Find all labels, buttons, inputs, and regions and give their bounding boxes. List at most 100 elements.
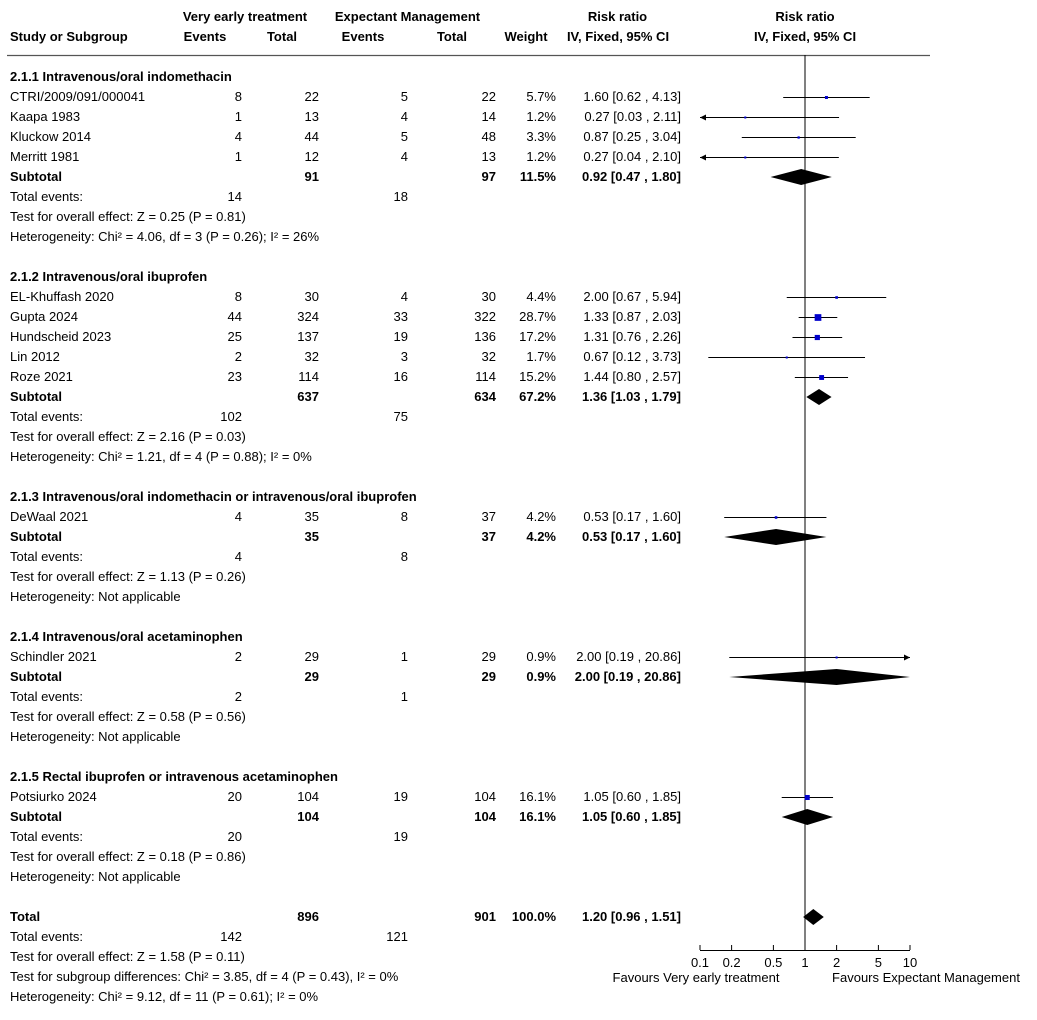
subtotal-label: Subtotal bbox=[10, 529, 62, 544]
study-effect-marker bbox=[744, 156, 747, 159]
study-events-ctrl: 5 bbox=[400, 89, 408, 104]
study-total-exp: 35 bbox=[304, 509, 319, 524]
study-effect-marker bbox=[819, 375, 825, 380]
x-axis-tick-label: 5 bbox=[875, 955, 882, 970]
pooled-diamond bbox=[724, 529, 827, 545]
study-risk-ratio: 0.27 [0.03 , 2.11] bbox=[584, 109, 681, 124]
subtotal-total-ctrl: 634 bbox=[474, 389, 496, 404]
total-events-exp: 102 bbox=[220, 409, 242, 424]
study-risk-ratio: 1.60 [0.62 , 4.13] bbox=[583, 89, 681, 104]
study-events-exp: 23 bbox=[227, 369, 242, 384]
subtotal-total-exp: 104 bbox=[297, 809, 319, 824]
study-weight: 0.9% bbox=[526, 649, 556, 664]
study-risk-ratio: 0.87 [0.25 , 3.04] bbox=[583, 129, 681, 144]
study-effect-marker bbox=[814, 314, 822, 321]
study-events-exp: 2 bbox=[234, 649, 242, 664]
study-total-ctrl: 22 bbox=[481, 89, 496, 104]
x-axis-tick-label: 10 bbox=[903, 955, 917, 970]
study-name: Potsiurko 2024 bbox=[10, 789, 97, 804]
subtotal-risk-ratio: 1.05 [0.60 , 1.85] bbox=[581, 809, 681, 824]
heterogeneity-text: Heterogeneity: Not applicable bbox=[10, 589, 181, 604]
study-total-exp: 12 bbox=[304, 149, 319, 164]
subtotal-risk-ratio: 0.92 [0.47 , 1.80] bbox=[581, 169, 681, 184]
total-events-label: Total events: bbox=[10, 829, 83, 844]
study-weight: 1.2% bbox=[526, 149, 556, 164]
x-axis-tick-label: 0.1 bbox=[691, 955, 709, 970]
total-events-ctrl: 1 bbox=[400, 689, 408, 704]
study-name: Hundscheid 2023 bbox=[10, 329, 112, 344]
study-events-ctrl: 3 bbox=[400, 349, 408, 364]
overall-effect-test: Test for overall effect: Z = 1.13 (P = 0… bbox=[10, 569, 246, 584]
study-total-ctrl: 29 bbox=[481, 649, 496, 664]
study-events-exp: 8 bbox=[234, 289, 242, 304]
x-axis-tick-label: 2 bbox=[833, 955, 840, 970]
header-rr-method-plot: IV, Fixed, 95% CI bbox=[753, 29, 857, 44]
study-events-ctrl: 19 bbox=[393, 789, 408, 804]
total-events-exp: 14 bbox=[227, 189, 242, 204]
pooled-diamond bbox=[770, 169, 832, 185]
study-events-ctrl: 4 bbox=[400, 289, 408, 304]
pooled-diamond bbox=[781, 809, 834, 825]
study-events-exp: 25 bbox=[227, 329, 242, 344]
study-total-ctrl: 37 bbox=[481, 509, 496, 524]
study-total-exp: 29 bbox=[304, 649, 319, 664]
overall-effect-test: Test for overall effect: Z = 0.25 (P = 0… bbox=[10, 209, 246, 224]
subtotal-total-ctrl: 104 bbox=[474, 809, 496, 824]
header-events-exp: Events bbox=[183, 29, 227, 44]
study-weight: 1.2% bbox=[526, 109, 556, 124]
total-events-ctrl: 75 bbox=[393, 409, 408, 424]
total-events-exp: 20 bbox=[227, 829, 242, 844]
subtotal-weight: 11.5% bbox=[519, 169, 556, 184]
study-events-ctrl: 8 bbox=[400, 509, 408, 524]
study-risk-ratio: 1.05 [0.60 , 1.85] bbox=[583, 789, 681, 804]
study-events-ctrl: 33 bbox=[393, 309, 408, 324]
study-effect-marker bbox=[797, 136, 800, 139]
subtotal-total-exp: 637 bbox=[297, 389, 319, 404]
total-risk-ratio: 1.20 [0.96 , 1.51] bbox=[581, 909, 681, 924]
subgroup-title: 2.1.5 Rectal ibuprofen or intravenous ac… bbox=[10, 769, 338, 784]
header-events-ctrl: Events bbox=[341, 29, 385, 44]
subtotal-total-exp: 91 bbox=[304, 169, 319, 184]
study-weight: 17.2% bbox=[519, 329, 556, 344]
study-total-exp: 13 bbox=[304, 109, 319, 124]
study-events-exp: 4 bbox=[234, 509, 242, 524]
study-effect-marker bbox=[835, 296, 838, 299]
study-events-exp: 1 bbox=[234, 149, 242, 164]
pooled-diamond bbox=[806, 389, 832, 405]
study-total-ctrl: 14 bbox=[481, 109, 496, 124]
subgroup-title: 2.1.4 Intravenous/oral acetaminophen bbox=[10, 629, 243, 644]
study-total-ctrl: 114 bbox=[475, 369, 496, 384]
study-total-ctrl: 322 bbox=[474, 309, 496, 324]
study-events-exp: 2 bbox=[234, 349, 242, 364]
study-risk-ratio: 1.33 [0.87 , 2.03] bbox=[583, 309, 681, 324]
study-events-exp: 20 bbox=[227, 789, 242, 804]
study-events-ctrl: 1 bbox=[400, 649, 408, 664]
subtotal-total-ctrl: 37 bbox=[481, 529, 496, 544]
study-events-exp: 44 bbox=[227, 309, 242, 324]
study-total-exp: 104 bbox=[297, 789, 319, 804]
study-total-ctrl: 13 bbox=[481, 149, 496, 164]
study-weight: 16.1% bbox=[519, 789, 556, 804]
study-name: Kluckow 2014 bbox=[10, 129, 91, 144]
study-effect-marker bbox=[835, 656, 838, 659]
study-name: Merritt 1981 bbox=[10, 149, 80, 164]
study-name: EL-Khuffash 2020 bbox=[10, 289, 114, 304]
ci-arrow-right bbox=[904, 654, 910, 661]
subgroup-title: 2.1.1 Intravenous/oral indomethacin bbox=[10, 69, 232, 84]
overall-total-events-label: Total events: bbox=[10, 929, 83, 944]
study-events-ctrl: 16 bbox=[393, 369, 408, 384]
study-risk-ratio: 2.00 [0.19 , 20.86] bbox=[576, 649, 681, 664]
favours-left-label: Favours Very early treatment bbox=[613, 970, 780, 985]
study-events-exp: 8 bbox=[234, 89, 242, 104]
study-total-exp: 114 bbox=[298, 369, 319, 384]
overall-total-events-ctrl: 121 bbox=[386, 929, 408, 944]
total-total-ctrl: 901 bbox=[474, 909, 496, 924]
subtotal-risk-ratio: 0.53 [0.17 , 1.60] bbox=[581, 529, 681, 544]
total-events-label: Total events: bbox=[10, 189, 83, 204]
study-effect-marker bbox=[814, 334, 820, 341]
pooled-diamond bbox=[729, 669, 910, 685]
study-total-exp: 22 bbox=[304, 89, 319, 104]
header-expectant-management: Expectant Management bbox=[334, 9, 481, 24]
study-name: Roze 2021 bbox=[10, 369, 73, 384]
